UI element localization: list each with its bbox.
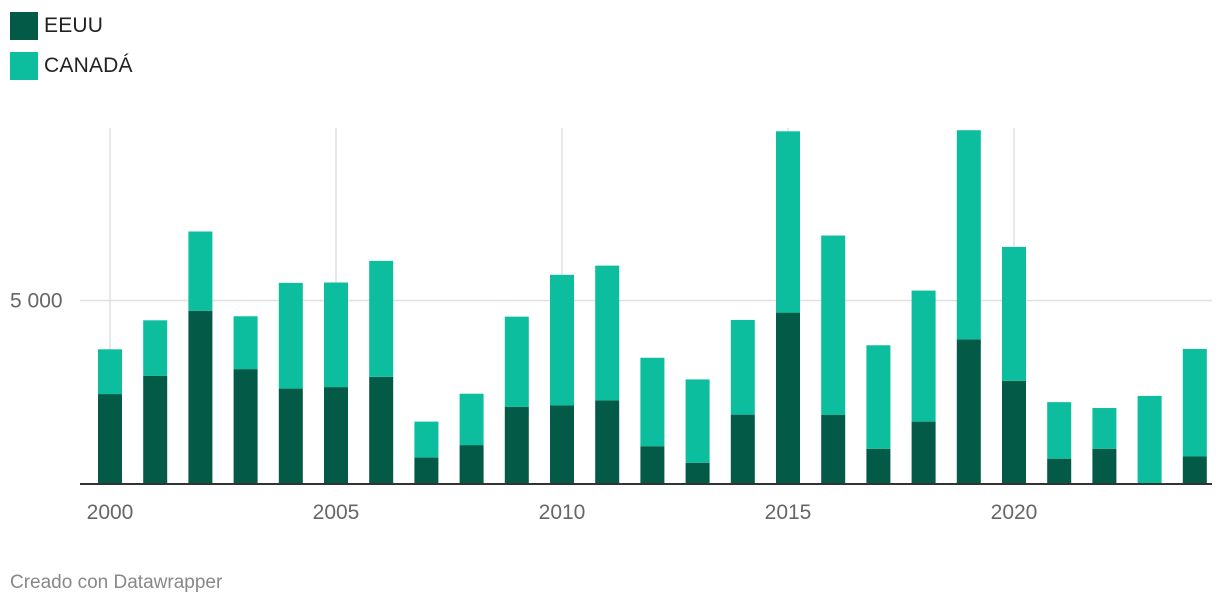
y-tick-label: 5 000: [10, 289, 63, 312]
legend-label-canada: CANADÁ: [44, 54, 133, 77]
bar-eeuu-2019: [956, 339, 981, 484]
bar-canada-2009: [504, 316, 529, 407]
bar-eeuu-2005: [324, 387, 348, 484]
x-tick-label-2005: 2005: [313, 501, 360, 524]
bar-canada-2016: [821, 235, 846, 416]
legend-item-eeuu: EEUU: [10, 12, 133, 40]
x-tick-label-2000: 2000: [87, 501, 134, 524]
axes: 5 000 2000 2005 2010 2015 2020: [10, 289, 1212, 524]
bar-canada-2012: [640, 357, 665, 447]
bar-canada-2006: [369, 260, 394, 377]
x-tick-label-2015: 2015: [765, 501, 812, 524]
bar-eeuu-2014: [730, 414, 755, 484]
legend-swatch-canada: [10, 52, 38, 80]
bar-canada-2001: [143, 320, 168, 376]
bar-eeuu-2021: [1047, 458, 1072, 484]
bar-canada-2022: [1092, 408, 1117, 449]
bar-eeuu-2011: [595, 400, 620, 484]
bar-canada-2002: [188, 231, 213, 311]
x-tick-label-2010: 2010: [539, 501, 586, 524]
bar-eeuu-2008: [459, 445, 484, 484]
legend-item-canada: CANADÁ: [10, 52, 133, 80]
bar-canada-2024: [1182, 348, 1207, 457]
bar-eeuu-2018: [911, 421, 936, 484]
chart-legend: EEUU CANADÁ: [10, 12, 133, 92]
bar-eeuu-2007: [414, 457, 439, 484]
bar-canada-2021: [1047, 402, 1072, 459]
bar-eeuu-2000: [98, 394, 122, 484]
bar-canada-2020: [1002, 246, 1026, 381]
bar-eeuu-2006: [369, 376, 394, 484]
bar-eeuu-2016: [821, 415, 846, 484]
bar-eeuu-2001: [143, 375, 168, 484]
bar-canada-2018: [911, 290, 936, 422]
bar-eeuu-2013: [685, 462, 710, 484]
bar-canada-2023: [1137, 395, 1162, 484]
bar-canada-2000: [98, 349, 122, 395]
bar-chart: 5 000 2000 2005 2010 2015 2020: [10, 128, 1212, 524]
bars: [98, 130, 1207, 484]
bar-eeuu-2020: [1002, 380, 1026, 484]
bar-eeuu-2012: [640, 446, 665, 484]
bar-canada-2004: [278, 282, 303, 389]
bar-eeuu-2015: [776, 312, 800, 484]
bar-eeuu-2010: [550, 405, 574, 484]
bar-eeuu-2022: [1092, 448, 1117, 484]
bar-eeuu-2017: [866, 448, 891, 484]
bar-eeuu-2024: [1182, 456, 1207, 484]
bar-canada-2010: [550, 274, 574, 406]
bar-eeuu-2003: [233, 369, 258, 484]
bar-eeuu-2004: [278, 388, 303, 484]
bar-eeuu-2002: [188, 310, 213, 484]
bar-canada-2008: [459, 393, 484, 446]
bar-canada-2003: [233, 316, 258, 370]
bar-canada-2019: [956, 130, 981, 340]
bar-canada-2014: [730, 319, 755, 415]
bar-canada-2017: [866, 345, 891, 449]
bar-eeuu-2009: [504, 406, 529, 484]
footer-credit: Creado con Datawrapper: [10, 572, 223, 593]
bar-canada-2015: [776, 131, 800, 313]
bar-canada-2013: [685, 379, 710, 463]
x-tick-label-2020: 2020: [991, 501, 1038, 524]
bar-canada-2005: [324, 282, 348, 388]
bar-canada-2007: [414, 421, 439, 458]
bar-canada-2011: [595, 265, 620, 401]
legend-label-eeuu: EEUU: [44, 14, 104, 37]
legend-swatch-eeuu: [10, 12, 38, 40]
